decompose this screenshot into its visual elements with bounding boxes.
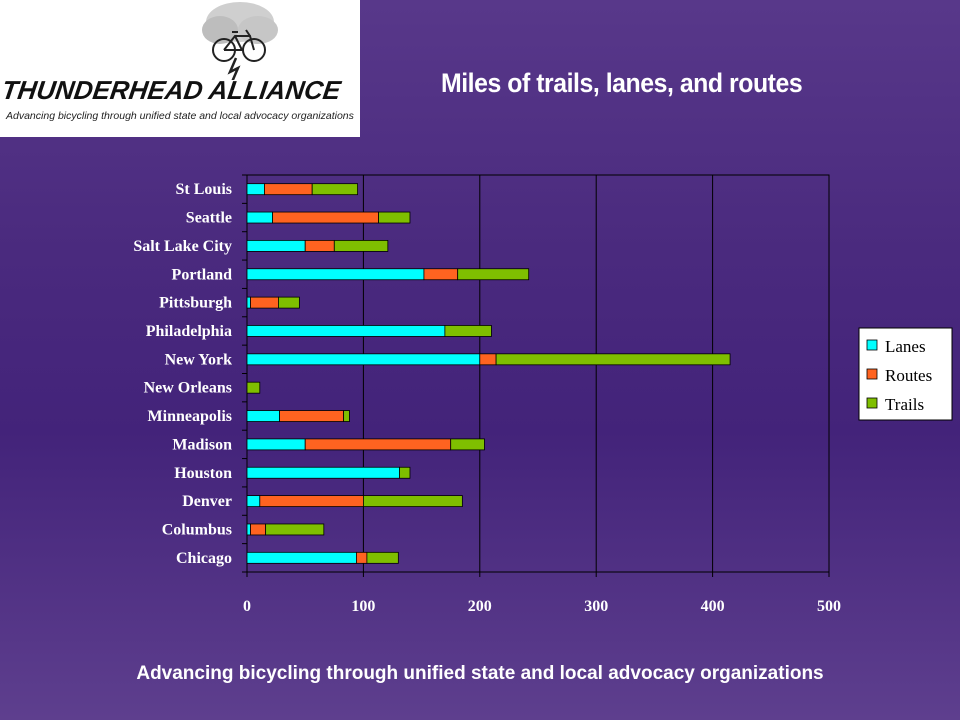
- legend-label-lanes: Lanes: [885, 337, 926, 356]
- x-tick-label: 400: [701, 598, 725, 615]
- legend-label-trails: Trails: [885, 395, 924, 414]
- bar-routes-st-louis: [264, 183, 313, 196]
- bar-trails-new-orleans: [246, 381, 261, 394]
- stacked-bar-chart: 0 100 200 300 400 500 St Louis Seattle Salt Lake…: [133, 174, 953, 615]
- category-label: New Orleans: [144, 380, 232, 397]
- bar-routes-columbus: [250, 523, 267, 536]
- bar-routes-madison: [304, 438, 452, 451]
- bar-lanes-st-louis: [246, 183, 265, 196]
- bar-routes-portland: [423, 268, 459, 281]
- bar-routes-salt-lake-city: [304, 239, 335, 252]
- legend-swatch-trails: [866, 397, 878, 409]
- x-tick-label: 300: [584, 598, 608, 615]
- legend-swatch-lanes: [866, 339, 878, 351]
- category-label: Columbus: [162, 521, 232, 538]
- x-tick-label: 500: [817, 598, 841, 615]
- plot-area: [246, 174, 830, 573]
- bar-lanes-salt-lake-city: [246, 239, 306, 252]
- bar-lanes-denver: [246, 495, 261, 508]
- bar-trails-minneapolis: [343, 410, 350, 422]
- category-label: Madison: [172, 436, 232, 453]
- legend-label-routes: Routes: [885, 366, 932, 385]
- bar-trails-seattle: [378, 211, 411, 224]
- x-tick-label: 0: [243, 598, 251, 615]
- bar-trails-houston: [399, 466, 411, 479]
- bar-trails-madison: [450, 438, 485, 451]
- bar-lanes-houston: [246, 466, 400, 479]
- category-label: St Louis: [176, 181, 232, 198]
- bar-routes-seattle: [272, 211, 379, 224]
- bar-trails-new-york: [495, 353, 731, 366]
- bar-routes-chicago: [356, 551, 368, 564]
- bar-lanes-chicago: [246, 551, 357, 564]
- bar-routes-minneapolis: [279, 410, 345, 422]
- category-label: Houston: [174, 465, 232, 482]
- bar-trails-salt-lake-city: [333, 239, 389, 252]
- logo-tagline: Advancing bicycling through unified stat…: [6, 110, 354, 122]
- bar-lanes-philadelphia: [246, 325, 446, 337]
- bar-routes-new-york: [479, 353, 497, 366]
- bar-trails-st-louis: [311, 183, 358, 196]
- legend-swatch-routes: [866, 368, 878, 380]
- category-label: Chicago: [176, 550, 232, 567]
- category-label: Seattle: [186, 210, 232, 227]
- x-tick-label: 100: [351, 598, 375, 615]
- bar-lanes-seattle: [246, 211, 274, 224]
- category-label: Minneapolis: [148, 408, 232, 425]
- bar-trails-chicago: [366, 551, 399, 564]
- category-label: Salt Lake City: [133, 238, 232, 255]
- bar-lanes-madison: [246, 438, 306, 451]
- bar-lanes-new-york: [246, 353, 481, 366]
- bar-lanes-pittsburgh: [246, 296, 251, 309]
- bar-routes-pittsburgh: [250, 296, 279, 309]
- bar-trails-portland: [457, 268, 530, 281]
- x-tick-label: 200: [468, 598, 492, 615]
- bar-lanes-minneapolis: [246, 410, 280, 422]
- category-label: New York: [165, 351, 233, 368]
- category-label: Portland: [172, 266, 233, 283]
- bar-trails-philadelphia: [444, 325, 492, 337]
- page-title: Miles of trails, lanes, and routes: [441, 68, 803, 98]
- bar-lanes-columbus: [246, 523, 251, 536]
- category-label: Pittsburgh: [159, 295, 232, 312]
- bar-lanes-portland: [246, 268, 425, 281]
- bar-routes-denver: [259, 495, 364, 508]
- bar-trails-pittsburgh: [278, 296, 300, 309]
- footer-tagline: Advancing bicycling through unified stat…: [136, 663, 824, 684]
- bar-trails-columbus: [265, 523, 325, 536]
- thundercloud-bicycle-logo-icon: [202, 2, 278, 80]
- logo-panel: THUNDERHEAD ALLIANCE Advancing bicycling…: [0, 0, 360, 137]
- category-label: Denver: [182, 493, 232, 510]
- category-label: Philadelphia: [146, 323, 232, 340]
- bar-trails-denver: [362, 495, 463, 508]
